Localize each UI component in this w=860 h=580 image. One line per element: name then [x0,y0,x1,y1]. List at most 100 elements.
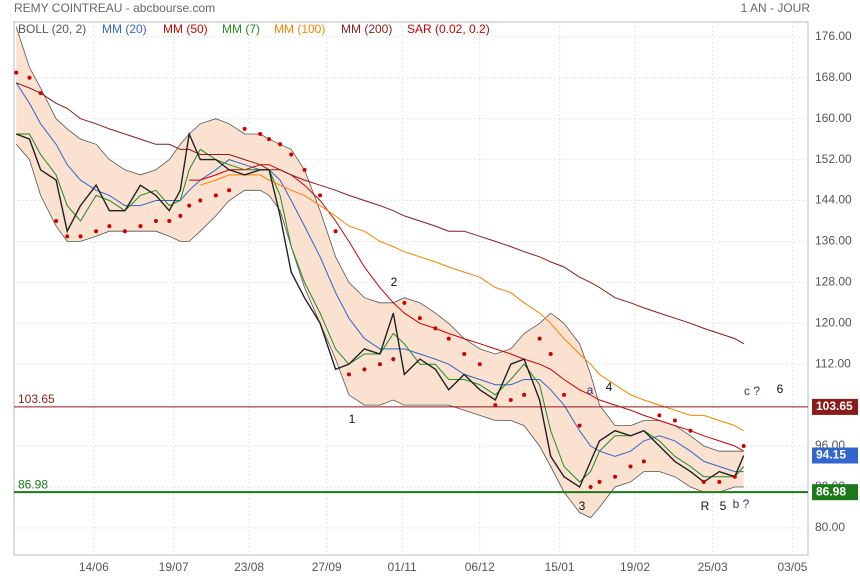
sar-dot [493,403,498,408]
sar-dot [153,218,158,223]
legend-entry: MM (200) [341,22,392,36]
sar-dot [741,444,746,449]
x-tick-label: 15/01 [545,560,575,574]
price-badge [812,484,858,501]
sar-dot [94,229,99,234]
price-badge-label: 86.98 [816,484,846,498]
x-tick-label: 27/09 [312,560,342,574]
sar-dot [391,357,396,362]
sar-dot [187,203,192,208]
sar-dot [198,198,203,203]
annotation: 1 [349,412,356,426]
sar-dot [54,218,59,223]
y-tick-label: 128.00 [815,275,852,289]
sar-dot [537,336,542,341]
y-tick-label: 160.00 [815,111,852,125]
moving-average-line [16,133,745,483]
x-tick-label: 03/05 [777,560,807,574]
annotation: c ? [744,384,760,398]
sar-dot [588,484,593,489]
price-line [15,131,745,489]
sar-dot [267,137,272,142]
sar-dot [732,474,737,479]
annotation: 4 [606,380,613,394]
sar-dot [562,392,567,397]
sar-dot [213,193,218,198]
price-badge-label: 94.15 [816,448,846,462]
price-badge-label: 103.65 [816,399,853,413]
annotation: 2 [391,275,398,289]
sar-dot [258,132,263,137]
moving-average-line [189,164,744,452]
y-tick-label: 112.00 [815,356,851,370]
y-tick-label: 168.00 [815,70,852,84]
y-tick-label: 136.00 [815,234,852,248]
sar-dot [717,479,722,484]
sar-dot [14,70,19,75]
annotation: 3 [579,499,586,513]
sar-dot [27,75,32,80]
legend-entry: MM (7) [222,22,260,36]
sar-dot [701,479,706,484]
annotation: b ? [733,497,750,511]
sar-dot [242,126,247,131]
sar-dot [346,372,351,377]
sar-dot [318,193,323,198]
moving-average-line [15,82,744,473]
sar-dot [333,229,338,234]
chart-title: REMY COINTREAU - abcbourse.com [14,1,215,15]
sar-dot [688,428,693,433]
y-tick-label: 152.00 [815,152,852,166]
sar-dot [122,229,127,234]
sar-dot [289,152,294,157]
x-tick-label: 19/07 [159,560,189,574]
sar-dot [278,142,283,147]
annotation: R [701,499,710,513]
y-tick-label: 120.00 [815,315,852,329]
sar-dot [657,413,662,418]
reference-label: 103.65 [18,392,55,406]
x-tick-label: 19/02 [620,560,650,574]
sar-dot [227,188,232,193]
legend-entry: MM (20) [102,22,147,36]
plot-frame [13,21,809,556]
sar-dot [462,351,467,356]
sar-dot [138,224,143,229]
price-badge [812,398,858,415]
x-tick-label: 06/12 [465,560,495,574]
x-tick-label: 25/03 [698,560,728,574]
sar-dot [402,300,407,305]
sar-dot [577,423,582,428]
legend-entry: MM (100) [274,22,325,36]
price-badge [812,447,858,464]
sar-dot [78,234,83,239]
x-tick-label: 23/08 [234,560,264,574]
bollinger-band [16,26,744,518]
annotation: a [587,383,594,397]
legend-entry: MM (50) [163,22,208,36]
bollinger-upper [15,26,744,452]
y-tick-label: 176.00 [815,29,852,43]
sar-dot [38,91,43,96]
reference-label: 86.98 [18,477,48,491]
sar-dot [508,398,513,403]
sar-dot [178,213,183,218]
sar-dot [477,362,482,367]
sar-dot [433,326,438,331]
annotation: 6 [777,382,784,396]
sar-dot [302,167,307,172]
x-tick-label: 14/06 [79,560,109,574]
sar-dot [417,316,422,321]
x-tick-label: 01/11 [388,560,417,574]
moving-average-line [200,174,744,432]
y-tick-label: 144.00 [815,193,852,207]
sar-dot [613,474,618,479]
sar-dot [107,224,112,229]
sar-dot [377,362,382,367]
sar-dot [522,392,527,397]
sar-dot [362,367,367,372]
sar-dot [65,234,70,239]
moving-average-line [16,82,744,345]
annotation: 5 [720,499,727,513]
